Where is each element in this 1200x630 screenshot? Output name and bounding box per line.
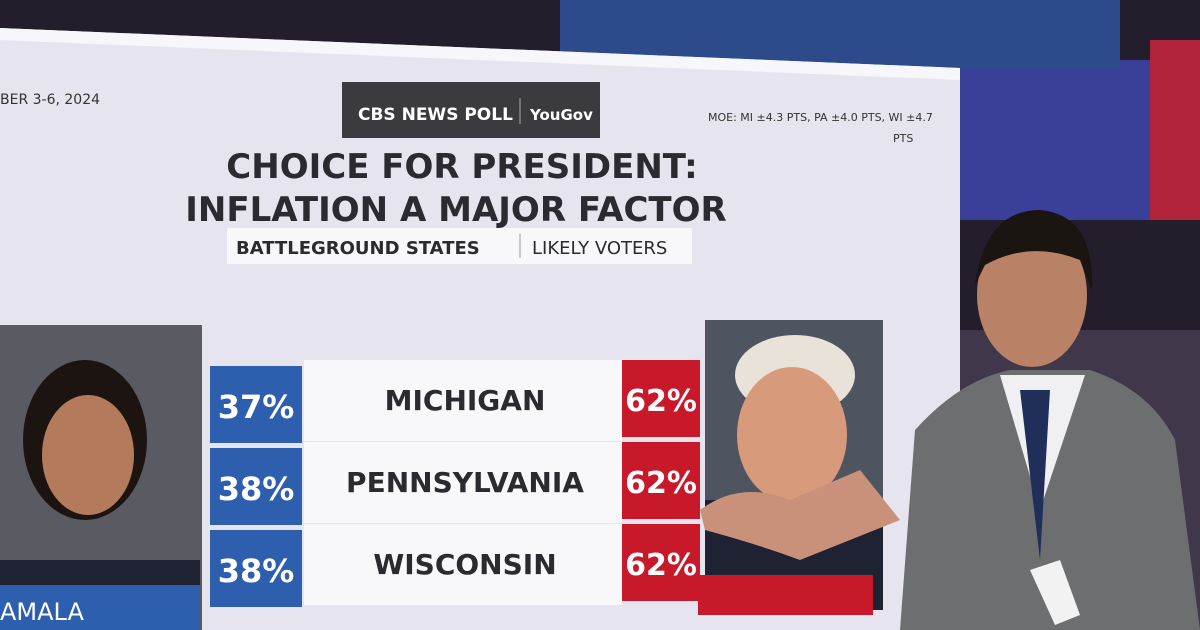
presenter-tie [1020, 390, 1050, 560]
moe: MOE: MI ±4.3 PTS, PA ±4.0 PTS, WI ±4.7 [708, 111, 933, 124]
trump-cell [622, 360, 700, 437]
screen-bezel [0, 28, 960, 80]
state-name: WISCONSIN [373, 548, 556, 581]
state-cell [304, 524, 622, 605]
harris-cell [210, 448, 302, 525]
subtitle-right: LIKELY VOTERS [532, 238, 667, 259]
trump-cell [622, 524, 700, 601]
trump-name-bar [698, 575, 873, 615]
state-name: MICHIGAN [385, 384, 546, 417]
logo: CBS NEWS POLL [358, 105, 513, 125]
studio-red-light [1150, 40, 1200, 220]
logo-box [342, 82, 600, 138]
harris-pct: 37% [218, 388, 295, 426]
harris-pct: 38% [218, 552, 295, 590]
presenter-face [977, 223, 1087, 367]
title-1: CHOICE FOR PRESIDENT: [226, 147, 697, 187]
trump-pct: 62% [625, 466, 697, 501]
rows: 37% MICHIGAN 62% 38% PENNSYLVANIA 62% 38% WISCO… [210, 360, 700, 607]
trump-face [737, 367, 847, 503]
harris-name: AMALA [0, 598, 84, 626]
partner: YouGov [529, 106, 593, 124]
harris-name-bar [0, 585, 200, 630]
harris-pct: 38% [218, 470, 295, 508]
harris-cell [210, 530, 302, 607]
presenter-suit [900, 370, 1200, 630]
presenter-paper [1030, 560, 1080, 625]
trump-cell [622, 442, 700, 519]
subtitle-box [227, 228, 692, 264]
title-2: INFLATION A MAJOR FACTOR [185, 190, 726, 230]
presenter-hair [975, 210, 1093, 290]
studio-wall-light [960, 60, 1160, 220]
trump-pct: 62% [625, 384, 697, 419]
moe-2: PTS [893, 132, 913, 145]
date: BER 3-6, 2024 [0, 92, 100, 108]
state-name: PENNSYLVANIA [346, 466, 584, 499]
subtitle-left: BATTLEGROUND STATES [236, 238, 480, 259]
harris-cell [210, 366, 302, 443]
trump-pct: 62% [625, 548, 697, 583]
presenter-hand [700, 470, 900, 560]
harris-face [42, 395, 134, 515]
state-cell [304, 360, 622, 441]
state-cell [304, 442, 622, 523]
